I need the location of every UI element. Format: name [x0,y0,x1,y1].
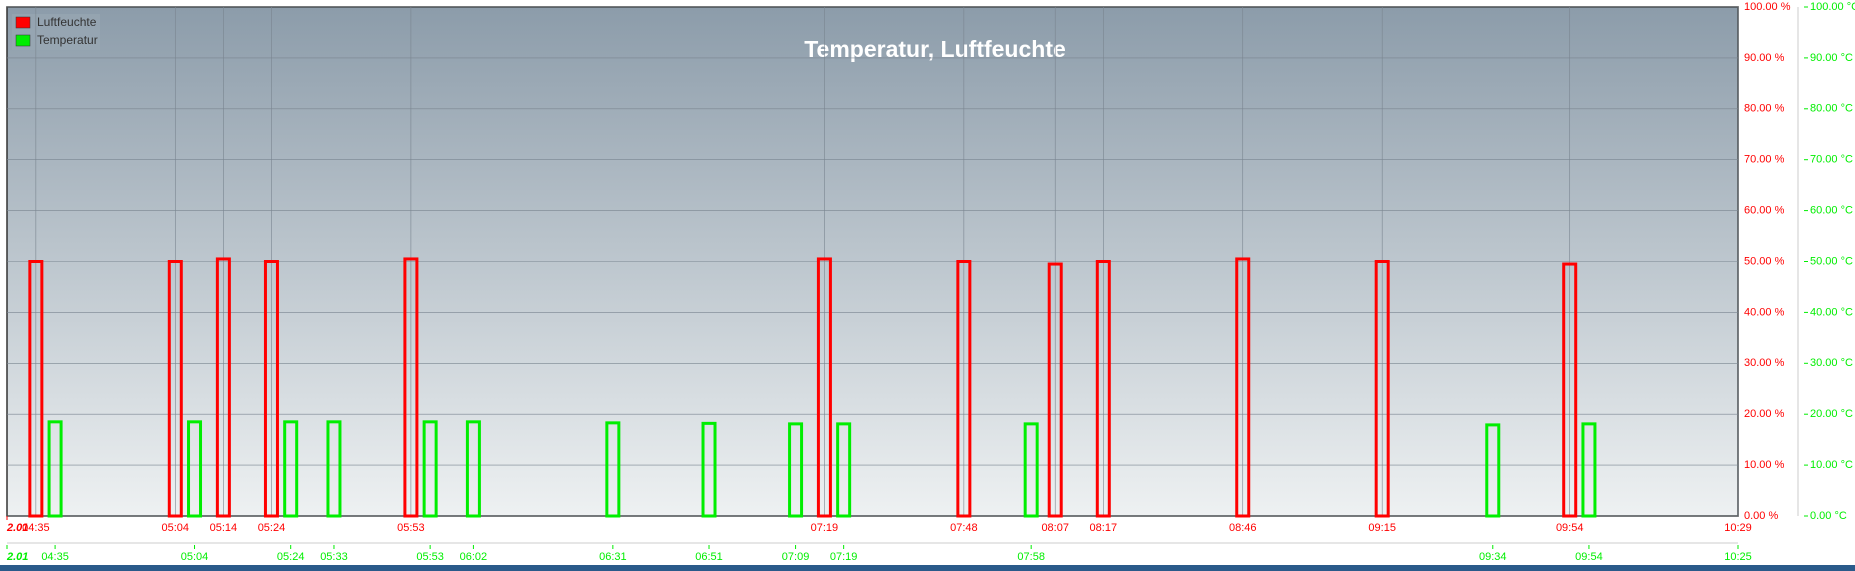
bar [263,260,279,518]
y-tick-label: 80.00 % [1744,103,1785,115]
y-tick-label: 100.00 °C [1810,1,1855,13]
y-tick-label: 40.00 % [1744,306,1785,318]
x-tick-label: 09:15 [1368,522,1396,534]
y-tick-label: 10.00 °C [1810,459,1853,471]
bar [167,260,183,518]
bar [215,257,231,518]
y-tick-label: 30.00 % [1744,357,1785,369]
y-tick-label: 10.00 % [1744,459,1785,471]
y-tick-label: 30.00 °C [1810,357,1853,369]
y-tick-label: 0.00 °C [1810,510,1847,522]
bar [701,421,717,518]
x-tick-label: 06:51 [695,551,723,563]
x-tick-label: 08:46 [1229,522,1257,534]
y-tick-label: 50.00 °C [1810,255,1853,267]
x-tick-label: 05:04 [162,522,190,534]
y-tick-label: 70.00 % [1744,154,1785,166]
y-tick-label: 20.00 °C [1810,408,1853,420]
bar [465,420,481,518]
x-tick-label: 05:24 [258,522,286,534]
footer-bar [0,565,1855,571]
y-tick-label: 0.00 % [1744,510,1778,522]
bar [1374,260,1390,518]
bar [47,420,63,518]
bar [836,422,852,518]
x-tick-label: 2.01 [6,551,28,563]
x-tick-label: 07:19 [830,551,858,563]
bar [187,420,203,518]
y-tick-label: 90.00 °C [1810,52,1853,64]
y-tick-label: 50.00 % [1744,255,1785,267]
bar [1235,257,1251,518]
y-tick-label: 80.00 °C [1810,103,1853,115]
bar [1095,260,1111,518]
y-tick-label: 70.00 °C [1810,154,1853,166]
x-tick-label: 05:53 [397,522,425,534]
legend-swatch [15,16,31,29]
bar [1581,422,1597,518]
bar [1047,262,1063,518]
x-tick-label: 05:53 [416,551,444,563]
x-tick-label: 10:29 [1724,522,1752,534]
x-tick-label: 09:54 [1575,551,1603,563]
bar [1562,262,1578,518]
x-tick-label: 06:02 [460,551,488,563]
y-tick-label: 60.00 °C [1810,205,1853,217]
x-tick-label: 08:17 [1090,522,1118,534]
x-tick-label: 05:04 [181,551,209,563]
x-tick-label: 05:24 [277,551,305,563]
bar [403,257,419,518]
bar [283,420,299,518]
x-tick-label: 07:09 [782,551,810,563]
x-tick-label: 04:35 [41,551,69,563]
bar [605,421,621,518]
x-tick-label: 07:58 [1017,551,1045,563]
x-tick-label: 05:14 [210,522,238,534]
x-tick-label: 06:31 [599,551,627,563]
x-tick-label: 09:54 [1556,522,1584,534]
x-tick-label: 2.01 [6,522,28,534]
x-tick-label: 07:48 [950,522,978,534]
bar [1023,422,1039,518]
x-tick-label: 09:34 [1479,551,1507,563]
x-tick-label: 08:07 [1041,522,1069,534]
legend-label: Temperatur [37,33,98,47]
bar [816,257,832,518]
y-tick-label: 40.00 °C [1810,306,1853,318]
bar [956,260,972,518]
y-tick-label: 20.00 % [1744,408,1785,420]
x-tick-label: 07:19 [811,522,839,534]
bar [422,420,438,518]
y-tick-label: 60.00 % [1744,205,1785,217]
legend-label: Luftfeuchte [37,15,97,29]
bar [788,422,804,518]
bar [1485,423,1501,518]
bar [28,260,44,518]
bar [326,420,342,518]
x-tick-label: 04:35 [22,522,50,534]
y-tick-label: 90.00 % [1744,52,1785,64]
x-tick-label: 10:25 [1724,551,1752,563]
x-tick-label: 05:33 [320,551,348,563]
y-tick-label: 100.00 % [1744,1,1791,13]
legend-swatch [15,34,31,47]
legend: Luftfeuchte Temperatur [12,14,100,50]
